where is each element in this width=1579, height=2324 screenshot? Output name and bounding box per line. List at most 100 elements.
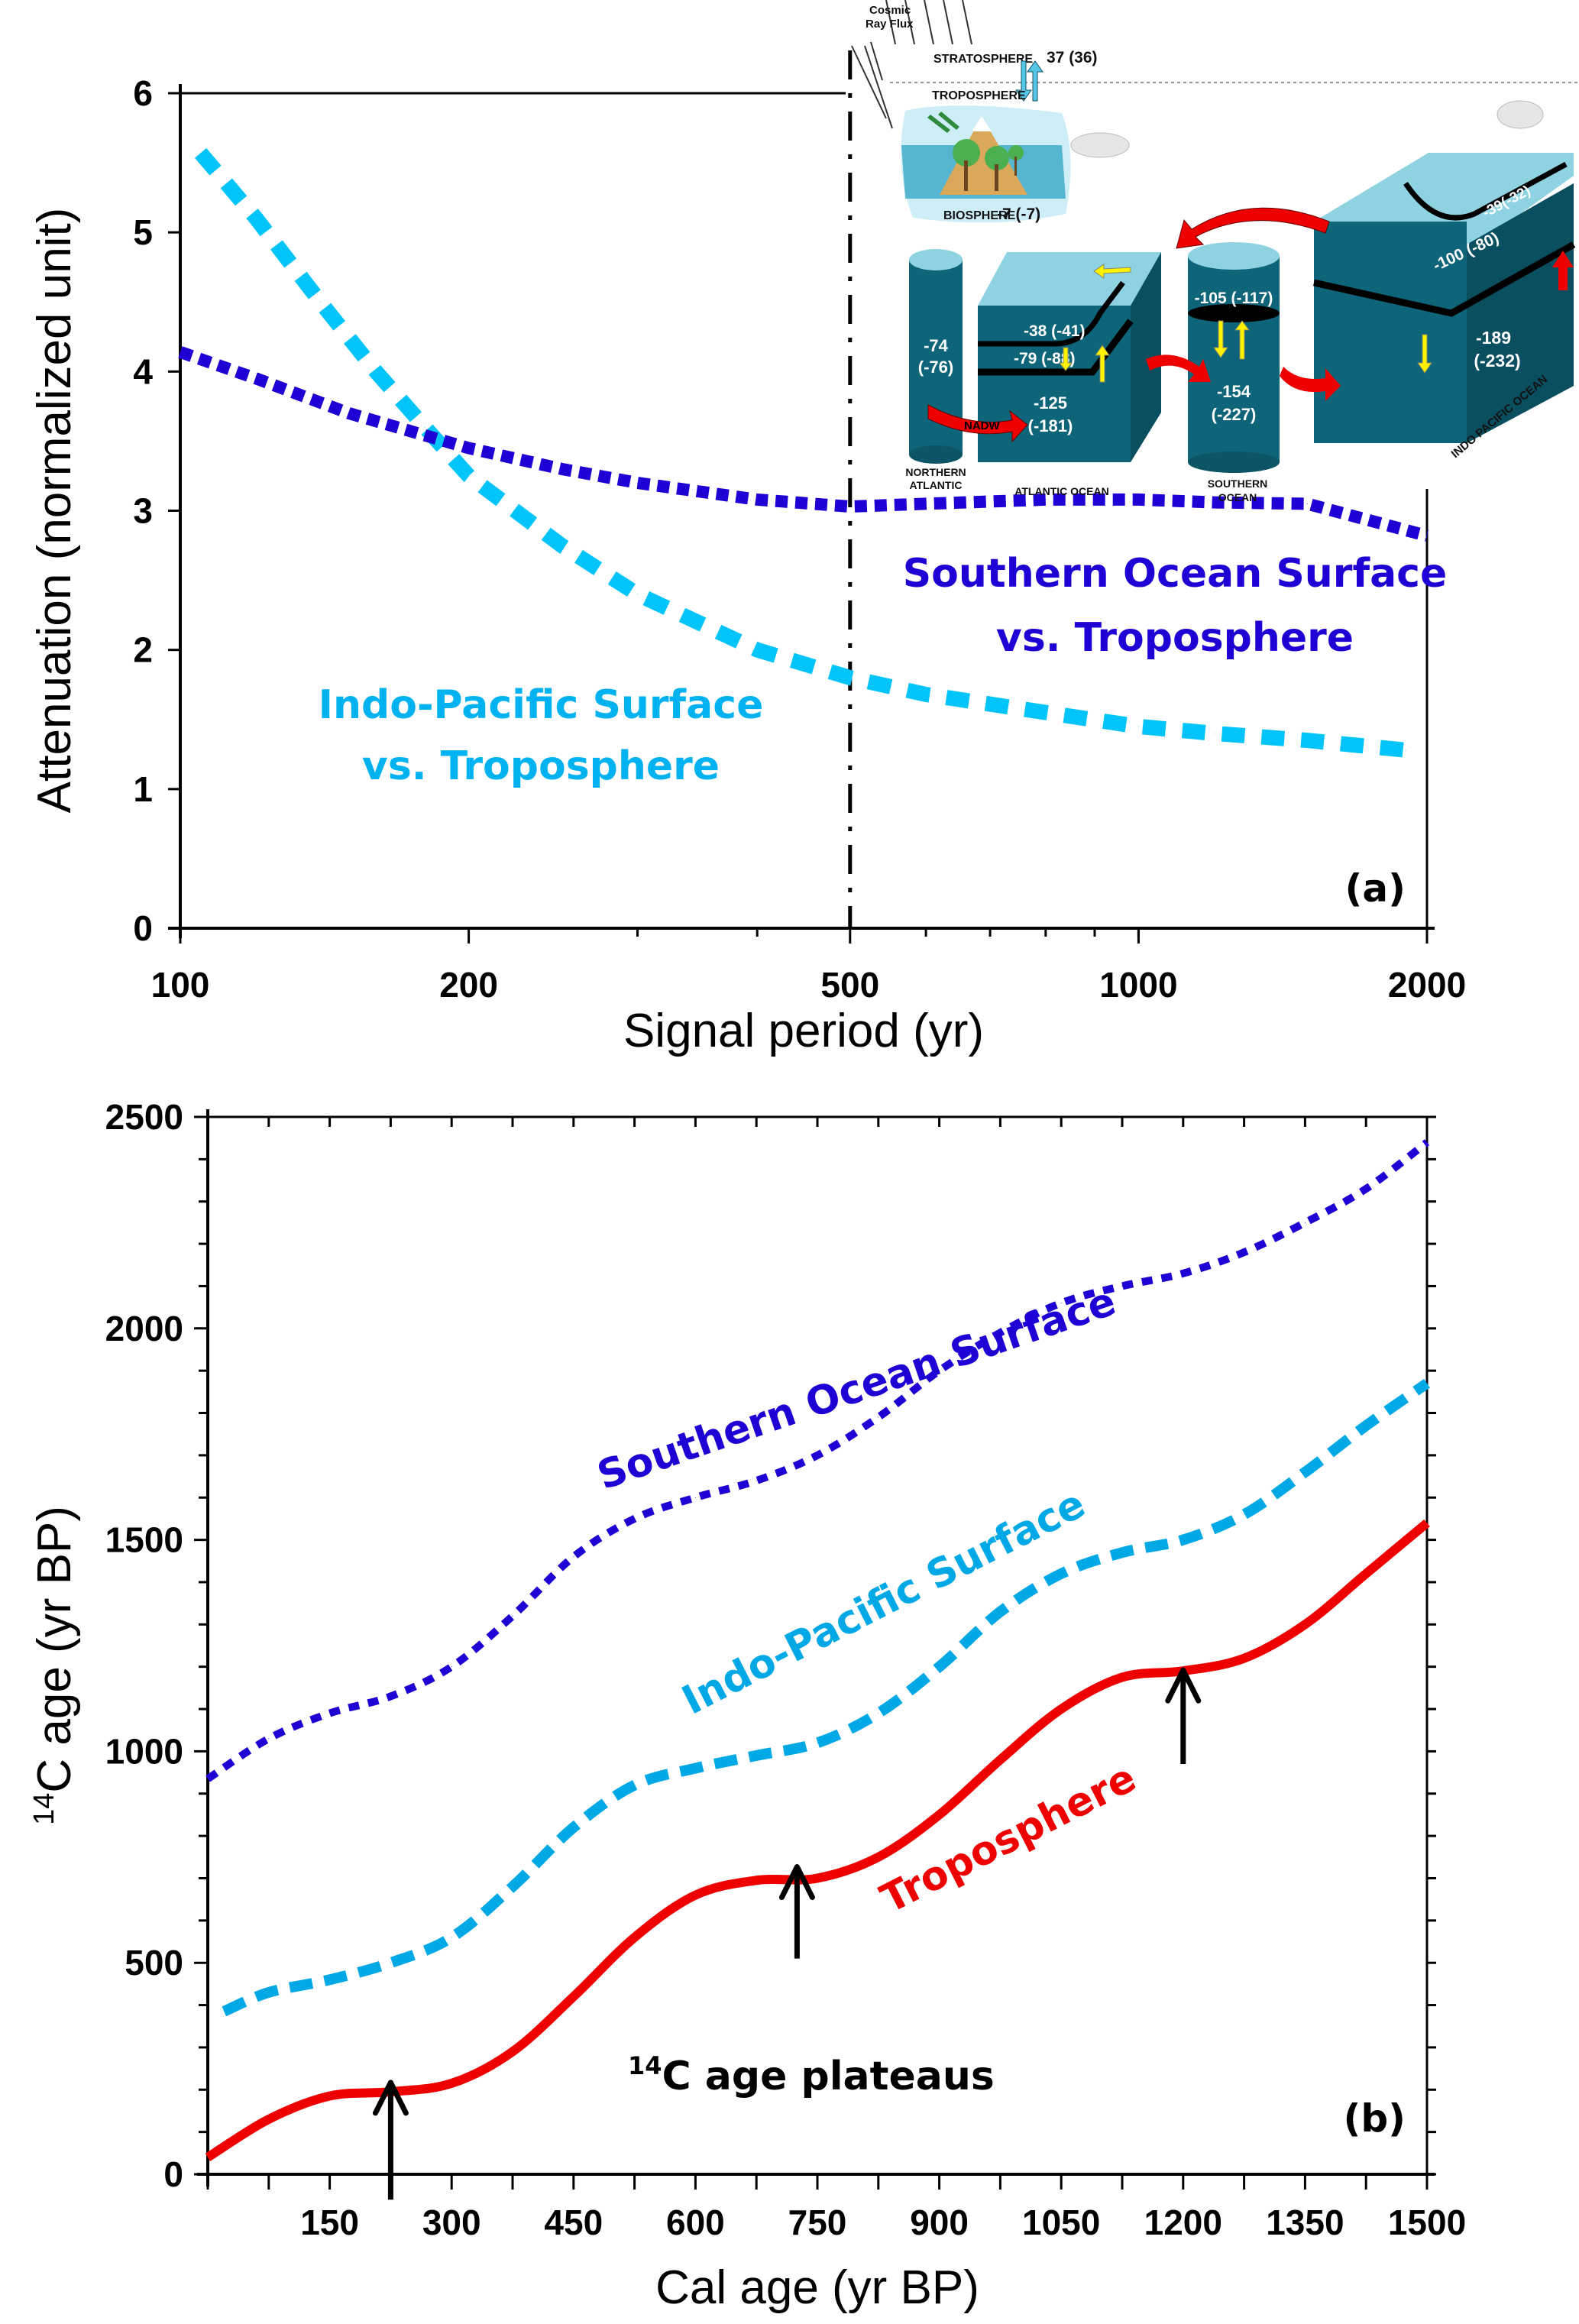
data-point	[390, 1695, 391, 1697]
data-point	[1121, 1552, 1123, 1553]
data-point	[268, 1738, 270, 1740]
x-tick-label: 500	[820, 965, 879, 1005]
data-point	[636, 482, 638, 484]
x-tick-label: 1050	[1022, 2203, 1100, 2242]
data-point	[1045, 712, 1047, 714]
x-tick-label: 100	[151, 965, 210, 1005]
data-point	[1426, 1383, 1428, 1384]
indo-pacific-label-line2: vs. Troposphere	[362, 743, 720, 789]
panel-a: 0 1 2 3 4 5 6 100 200 500 1000 2000 Attenuation (n…	[28, 50, 1466, 1057]
indo-pacific-label-line1: Indo-Pacific Surface	[319, 682, 764, 728]
panel-b-x-axis-title: Cal age (yr BP)	[655, 2261, 979, 2314]
cosmic-ray-flux-label-2: Ray Flux	[866, 18, 914, 31]
data-point	[1426, 1141, 1428, 1143]
x-tick-label: 1500	[1388, 2203, 1466, 2242]
data-point	[1060, 1573, 1062, 1575]
y-tick-label: 1	[133, 769, 153, 809]
panel-b-x-ticks: 150 300 450 600 750 900 1050 1200 1350 1500	[206, 1117, 1466, 2242]
atlantic-ocean-label: ATLANTIC OCEAN	[1014, 485, 1108, 497]
panel-a-series	[178, 147, 1429, 758]
stratosphere-value: 37 (36)	[1047, 49, 1098, 66]
y-tick-label: 6	[133, 73, 153, 113]
y-tick-label: 500	[125, 1943, 183, 1983]
data-point	[200, 152, 202, 154]
data-point	[1358, 517, 1360, 519]
panel-b-y-axis-title: 14C age (yr BP)	[28, 1506, 81, 1825]
biosphere-value: -7 (-7)	[997, 206, 1040, 223]
data-point	[561, 545, 562, 546]
data-point	[573, 1827, 574, 1828]
data-point	[1304, 1222, 1306, 1223]
southern-ocean-cylinder	[1188, 242, 1280, 473]
x-tick-label: 300	[422, 2203, 481, 2242]
indo-pacific-surface-label: Indo-Pacific Surface	[675, 1481, 1092, 1724]
indo-pacific-series-line	[194, 147, 1407, 758]
ylabel-text: C age (yr BP)	[28, 1506, 81, 1793]
data-point	[1304, 1623, 1306, 1625]
data-point	[573, 1995, 574, 1997]
southern-ocean-surface-line	[205, 1139, 1430, 1782]
biosphere-island-icon	[901, 105, 1071, 223]
data-point	[468, 475, 470, 477]
data-point	[1137, 726, 1139, 727]
panel-a-y-axis-title: Attenuation (normalized unit)	[28, 208, 81, 814]
data-point	[268, 2118, 270, 2120]
panel-b-y-ticks: 0 500 1000 1500 2000 2500	[105, 1097, 1436, 2194]
panel-a-y-ticks: 0 1 2 3 4 5 6	[133, 73, 180, 948]
x-tick-label: 600	[666, 2203, 725, 2242]
southern-ocean-series-line	[178, 346, 1429, 542]
data-point	[1304, 1471, 1306, 1473]
ylabel-superscript: 14	[28, 1793, 60, 1825]
data-point	[694, 1768, 696, 1769]
x-tick-label: 900	[910, 2203, 969, 2242]
y-tick-label: 0	[163, 2154, 183, 2194]
y-tick-label: 2500	[105, 1097, 183, 1137]
data-point	[1045, 499, 1047, 500]
panel-a-label: (a)	[1345, 866, 1406, 911]
data-point	[561, 468, 562, 470]
nadw-arrow-icon	[927, 404, 1028, 443]
x-tick-label: 1200	[1144, 2203, 1222, 2242]
plateau-annotation: 14C age plateaus	[628, 2051, 995, 2099]
data-point	[939, 1666, 940, 1668]
data-point	[925, 503, 927, 504]
panel-a-x-axis-title: Signal period (yr)	[623, 1005, 984, 1057]
troposphere-line	[205, 1519, 1430, 2161]
data-point	[756, 1879, 757, 1881]
data-point	[694, 1497, 696, 1498]
data-point	[1121, 1285, 1123, 1287]
data-point	[329, 1713, 331, 1714]
exchange-arrows-icon	[1015, 60, 1043, 102]
northern-atlantic-cylinder	[909, 249, 963, 464]
data-point	[756, 1755, 757, 1756]
atlantic-deep-value-2: (-181)	[1028, 416, 1073, 435]
northern-atlantic-label-2: ATLANTIC	[910, 479, 963, 491]
data-point	[1365, 1188, 1367, 1190]
southern-deep-value-1: -154	[1217, 382, 1251, 401]
data-point	[1365, 1573, 1367, 1575]
data-point	[573, 1556, 574, 1558]
plateau-arrow-icon	[372, 2080, 409, 2200]
y-tick-label: 5	[133, 212, 153, 252]
data-point	[1121, 1677, 1123, 1678]
x-tick-label: 2000	[1388, 965, 1466, 1005]
indo-deep-value-2: (-232)	[1474, 351, 1520, 371]
y-tick-label: 1000	[105, 1731, 183, 1771]
indo-pacific-surface-line	[222, 1379, 1430, 2017]
y-tick-label: 2	[133, 630, 153, 670]
data-point	[817, 1877, 818, 1879]
data-point	[255, 377, 257, 379]
southern-ocean-surface-label: Southern Ocean Surface	[592, 1279, 1121, 1500]
plateau-arrows	[372, 1667, 1202, 2200]
troposphere-label: TROPOSPHERE	[932, 89, 1026, 102]
indo-deep-value-1: -189	[1476, 328, 1511, 348]
data-point	[1060, 1708, 1062, 1710]
plateau-arrow-icon	[778, 1864, 815, 1959]
southern-ocean-label-1: SOUTHERN	[1208, 477, 1268, 490]
northern-atlantic-label-1: NORTHERN	[905, 466, 966, 478]
stratosphere-label: STRATOSPHERE	[933, 53, 1033, 66]
data-point	[180, 351, 181, 353]
x-tick-label: 1350	[1266, 2203, 1344, 2242]
x-tick-label: 450	[544, 2203, 603, 2242]
cosmic-ray-arrows-icon	[851, 0, 972, 129]
